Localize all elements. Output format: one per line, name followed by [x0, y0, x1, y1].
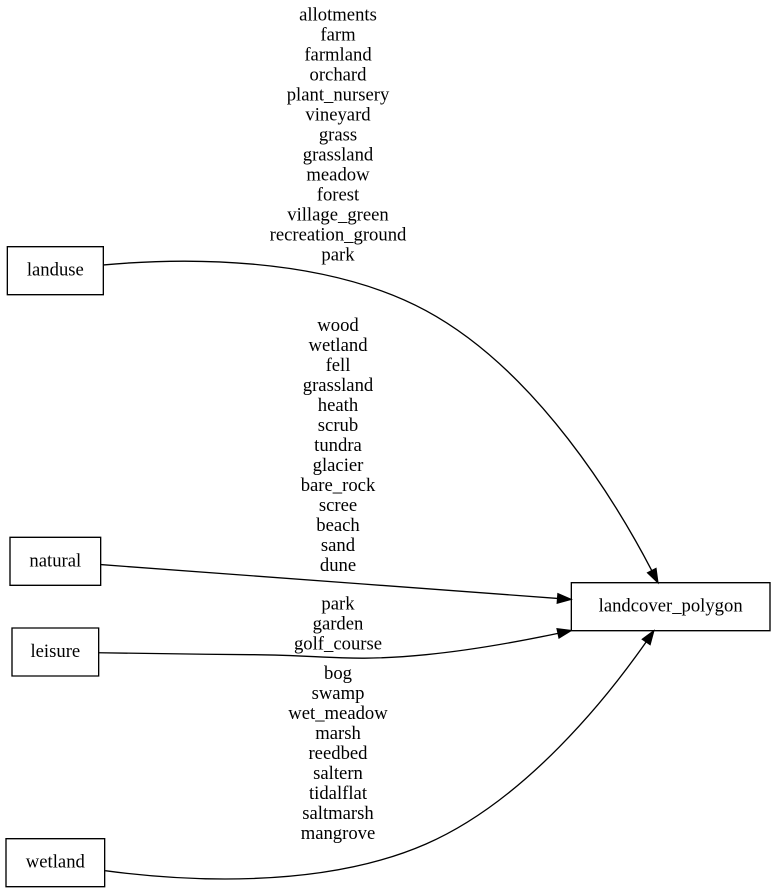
svg-text:meadow: meadow: [306, 164, 370, 185]
svg-text:tidalflat: tidalflat: [309, 783, 368, 804]
svg-text:wetland: wetland: [308, 335, 368, 356]
svg-text:swamp: swamp: [312, 683, 365, 704]
svg-text:park: park: [321, 594, 355, 615]
svg-text:vineyard: vineyard: [305, 104, 371, 125]
svg-text:glacier: glacier: [313, 455, 365, 476]
svg-text:marsh: marsh: [315, 723, 361, 744]
svg-text:forest: forest: [317, 184, 360, 205]
svg-text:saltern: saltern: [313, 763, 363, 784]
svg-text:wetland: wetland: [26, 852, 86, 873]
svg-text:recreation_ground: recreation_ground: [270, 224, 407, 245]
svg-text:wood: wood: [317, 315, 359, 336]
svg-text:garden: garden: [313, 614, 364, 635]
svg-text:village_green: village_green: [287, 204, 389, 225]
svg-text:reedbed: reedbed: [308, 743, 368, 764]
svg-text:saltmarsh: saltmarsh: [302, 803, 374, 824]
svg-text:tundra: tundra: [314, 435, 362, 456]
svg-text:allotments: allotments: [299, 4, 377, 25]
svg-text:wet_meadow: wet_meadow: [288, 703, 388, 724]
svg-text:grassland: grassland: [303, 144, 374, 165]
svg-text:park: park: [321, 244, 355, 265]
svg-text:dune: dune: [320, 555, 356, 576]
svg-text:farmland: farmland: [304, 44, 372, 65]
svg-text:fell: fell: [326, 355, 351, 376]
svg-text:bare_rock: bare_rock: [301, 475, 376, 496]
svg-text:mangrove: mangrove: [301, 823, 376, 844]
svg-text:heath: heath: [318, 395, 359, 416]
svg-text:grass: grass: [319, 124, 357, 145]
svg-text:grassland: grassland: [303, 375, 374, 396]
svg-text:bog: bog: [324, 663, 352, 684]
svg-text:golf_course: golf_course: [294, 634, 382, 655]
svg-text:plant_nursery: plant_nursery: [287, 84, 390, 105]
svg-text:leisure: leisure: [30, 641, 80, 662]
svg-text:landcover_polygon: landcover_polygon: [599, 596, 744, 617]
svg-text:landuse: landuse: [27, 260, 84, 281]
svg-text:scree: scree: [319, 495, 357, 516]
svg-text:scrub: scrub: [318, 415, 358, 436]
svg-text:beach: beach: [316, 515, 360, 536]
svg-text:sand: sand: [321, 535, 356, 556]
svg-text:orchard: orchard: [310, 64, 368, 85]
svg-text:farm: farm: [320, 24, 356, 45]
svg-text:natural: natural: [29, 550, 81, 571]
